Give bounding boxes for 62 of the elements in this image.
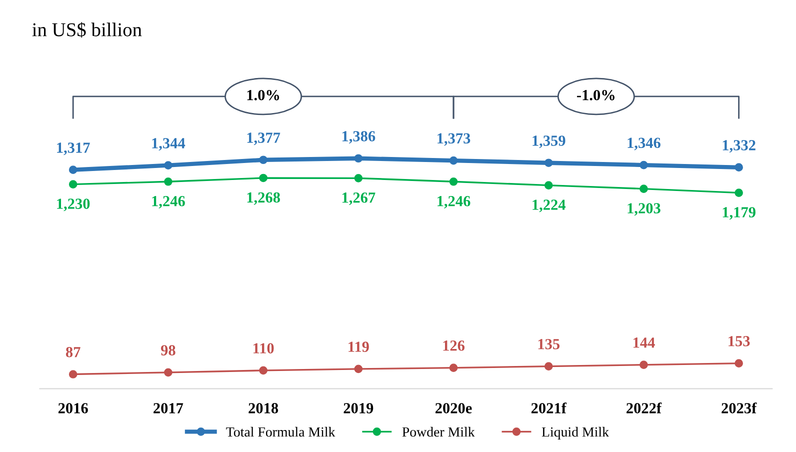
point — [68, 180, 78, 188]
data-label: 110 — [253, 343, 274, 354]
data-label: 126 — [443, 340, 465, 351]
data-label: 1,332 — [722, 140, 756, 153]
point — [640, 184, 648, 193]
point — [259, 174, 268, 182]
point — [449, 364, 458, 372]
data-label: 135 — [538, 339, 560, 350]
x-tick-label: 2016 — [58, 403, 88, 414]
legend-label: Liquid Milk — [542, 426, 610, 440]
point — [354, 364, 363, 374]
data-label: 1,224 — [532, 200, 566, 212]
point — [544, 181, 553, 190]
data-label: 1,267 — [342, 192, 376, 206]
point — [544, 362, 553, 370]
data-label: 144 — [633, 338, 655, 348]
x-tick-label: 2017 — [154, 403, 184, 414]
data-label: 87 — [66, 346, 80, 358]
x-tick-label: 2020e — [435, 403, 472, 414]
text: 1.0% — [247, 90, 280, 100]
x-tick-label: 2022f — [626, 402, 662, 414]
point — [259, 156, 268, 164]
x-tick-label: 2018 — [248, 403, 278, 414]
data-label: 1,230 — [57, 198, 90, 212]
x-tick-label: 2021f — [531, 402, 567, 414]
text: -1.0% — [577, 90, 614, 100]
point — [164, 177, 172, 186]
point — [640, 160, 648, 170]
point — [544, 158, 553, 168]
legend-label: Powder Milk — [402, 426, 475, 437]
data-label: 1,344 — [152, 138, 186, 151]
legend-label: Total Formula Milk — [226, 426, 336, 437]
data-label: 153 — [728, 336, 750, 346]
data-label: 119 — [348, 342, 369, 352]
data-label: 1,359 — [532, 136, 566, 148]
point — [68, 166, 78, 174]
x-tick-label: 2019 — [344, 403, 374, 414]
data-label: 1,317 — [57, 142, 90, 156]
point — [734, 163, 743, 172]
point — [68, 370, 78, 378]
data-label: 1,373 — [438, 133, 470, 146]
data-label: 1,346 — [628, 138, 660, 150]
data-label: 98 — [160, 345, 176, 356]
x-tick-label: 2023f — [722, 402, 757, 414]
data-label: 1,268 — [247, 192, 280, 205]
data-label: 1,386 — [342, 131, 376, 144]
point — [354, 154, 363, 163]
data-label: 1,377 — [247, 132, 280, 146]
point — [354, 174, 363, 182]
data-label: 1,179 — [722, 207, 756, 220]
data-label: 1,246 — [438, 196, 470, 208]
point — [640, 360, 648, 369]
point — [449, 156, 458, 165]
point — [734, 359, 743, 368]
point — [734, 188, 743, 197]
data-label: 1,246 — [152, 196, 185, 208]
point — [259, 366, 268, 375]
point — [164, 368, 172, 377]
data-label: 1,203 — [628, 203, 660, 216]
point — [449, 177, 458, 186]
chart-title: in US$ billion — [32, 22, 142, 38]
point — [164, 161, 172, 170]
